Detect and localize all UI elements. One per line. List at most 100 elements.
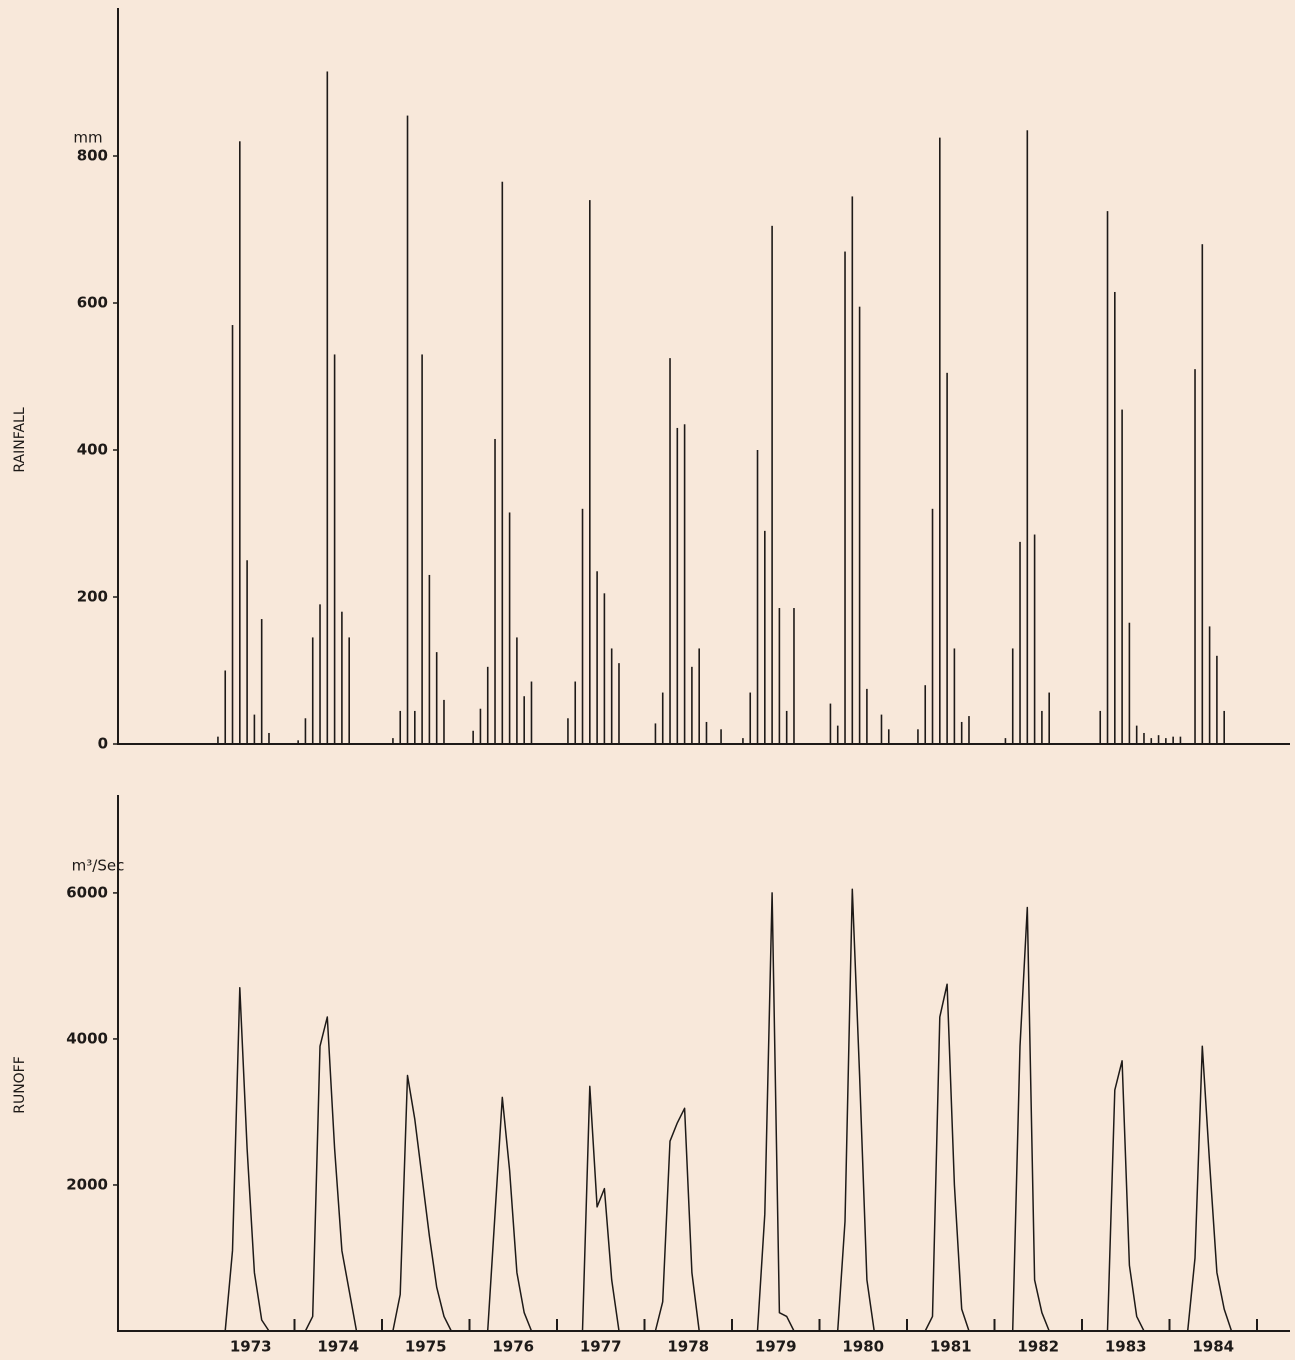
bar xyxy=(698,648,700,744)
bar xyxy=(224,670,227,744)
bar xyxy=(435,652,438,744)
y-tick-label: 4000 xyxy=(66,1029,108,1047)
y-tick-label: 400 xyxy=(77,441,108,459)
bar xyxy=(836,725,839,744)
bar xyxy=(319,604,321,744)
bar xyxy=(764,530,766,744)
bar xyxy=(1223,710,1225,744)
bar xyxy=(771,225,773,744)
bar xyxy=(1165,738,1167,744)
bar xyxy=(1172,736,1174,744)
bar xyxy=(610,648,613,744)
bar xyxy=(596,571,598,744)
bar xyxy=(268,732,270,744)
bar xyxy=(683,424,686,744)
bar xyxy=(756,450,759,744)
bar xyxy=(1216,655,1218,744)
bar xyxy=(1121,409,1123,744)
bar xyxy=(1026,130,1029,744)
bar xyxy=(486,666,489,744)
bar xyxy=(428,574,431,744)
x-tick-label: 1974 xyxy=(317,1338,359,1356)
y-tick-label: 0 xyxy=(98,735,108,753)
bar xyxy=(917,729,919,744)
bar xyxy=(523,696,525,744)
unit-label: m³/Sec xyxy=(72,857,125,875)
bar xyxy=(924,685,927,744)
bar xyxy=(1194,369,1196,744)
bar xyxy=(406,115,409,744)
bar xyxy=(793,608,795,744)
bar xyxy=(297,740,299,744)
bar xyxy=(516,637,518,744)
x-tick-label: 1983 xyxy=(1105,1338,1147,1356)
bar xyxy=(341,611,343,744)
bar xyxy=(1179,736,1182,744)
bar xyxy=(1033,534,1036,744)
bar xyxy=(392,738,394,744)
bar xyxy=(931,508,934,744)
bar xyxy=(880,714,883,744)
bar xyxy=(217,736,219,744)
bar xyxy=(1099,710,1102,744)
bar xyxy=(501,181,504,745)
bar xyxy=(246,560,248,744)
bar xyxy=(479,708,482,744)
bar xyxy=(829,703,832,744)
bar xyxy=(1019,541,1021,744)
bar xyxy=(239,141,241,745)
x-tick-label: 1977 xyxy=(580,1338,622,1356)
bar xyxy=(530,681,533,744)
bar xyxy=(567,718,569,744)
bar xyxy=(414,710,416,744)
bar xyxy=(749,692,752,744)
x-tick-label: 1982 xyxy=(1017,1338,1059,1356)
x-tick-label: 1984 xyxy=(1192,1338,1234,1356)
bar xyxy=(1041,710,1043,744)
y-axis-label: RAINFALL xyxy=(12,407,28,472)
y-tick-label: 200 xyxy=(77,588,108,606)
bar xyxy=(720,729,722,744)
x-tick-label: 1980 xyxy=(842,1338,884,1356)
bar xyxy=(778,608,781,744)
bar xyxy=(494,438,496,744)
bar xyxy=(1106,211,1109,744)
bar xyxy=(581,508,584,744)
bar xyxy=(946,372,948,744)
bar xyxy=(669,358,671,744)
bar xyxy=(1143,732,1145,744)
bar xyxy=(1011,648,1014,744)
unit-label: mm xyxy=(73,129,102,147)
bar xyxy=(866,688,868,744)
bar xyxy=(1114,291,1116,744)
x-tick-label: 1976 xyxy=(492,1338,534,1356)
bar xyxy=(618,663,620,744)
x-tick-label: 1981 xyxy=(930,1338,972,1356)
y-tick-label: 600 xyxy=(77,294,108,312)
bar xyxy=(304,718,307,744)
x-tick-label: 1979 xyxy=(755,1338,797,1356)
bar xyxy=(844,251,846,745)
bar xyxy=(691,666,693,744)
bar xyxy=(421,354,423,744)
y-tick-label: 800 xyxy=(77,147,108,165)
bar xyxy=(399,710,402,744)
bar xyxy=(654,723,657,744)
bar xyxy=(311,637,314,744)
bar xyxy=(1157,735,1160,744)
bar xyxy=(443,699,445,744)
bar xyxy=(472,730,474,744)
bar xyxy=(676,427,679,744)
bar xyxy=(1004,738,1007,744)
bar xyxy=(231,325,234,744)
bar xyxy=(1135,725,1138,744)
bar xyxy=(589,200,591,745)
bar xyxy=(1201,244,1204,744)
bar xyxy=(705,721,708,744)
y-axis-label: RUNOFF xyxy=(12,1056,28,1114)
bar xyxy=(1150,738,1153,744)
bar xyxy=(348,637,350,744)
bar xyxy=(508,512,511,744)
bar xyxy=(742,738,744,744)
